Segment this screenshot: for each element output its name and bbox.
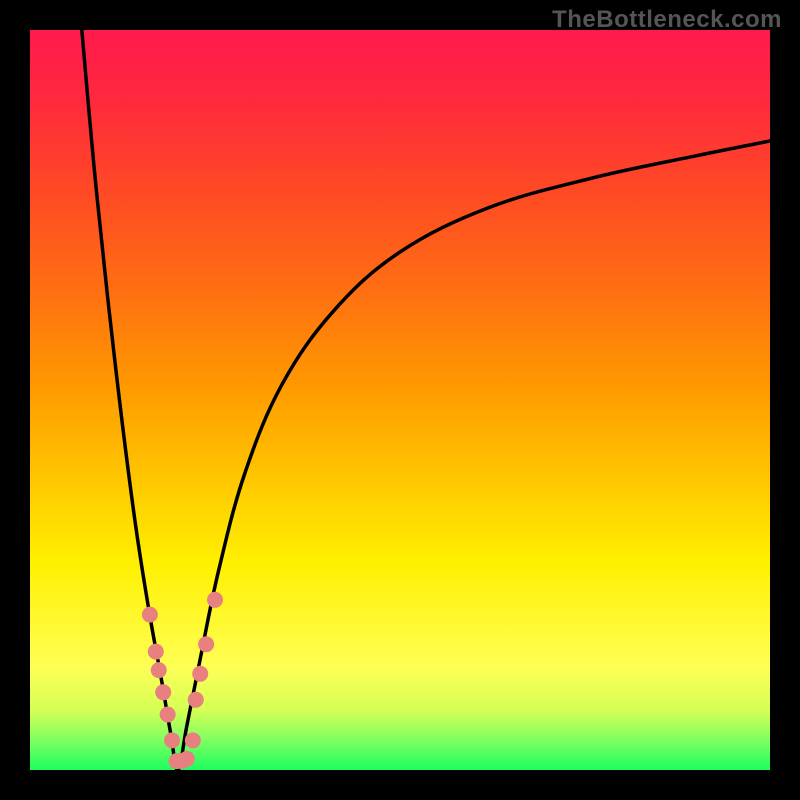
v-curve-plot bbox=[30, 30, 770, 770]
curve-marker bbox=[142, 607, 158, 623]
curve-marker bbox=[151, 662, 167, 678]
curve-marker bbox=[164, 732, 180, 748]
curve-marker bbox=[160, 707, 176, 723]
curve-marker bbox=[207, 592, 223, 608]
curve-marker bbox=[185, 732, 201, 748]
curve-marker bbox=[192, 666, 208, 682]
curve-marker bbox=[179, 751, 195, 767]
gradient-background bbox=[30, 30, 770, 770]
curve-marker bbox=[198, 636, 214, 652]
curve-marker bbox=[148, 644, 164, 660]
curve-marker bbox=[188, 692, 204, 708]
curve-marker bbox=[155, 684, 171, 700]
chart-frame: TheBottleneck.com bbox=[0, 0, 800, 800]
